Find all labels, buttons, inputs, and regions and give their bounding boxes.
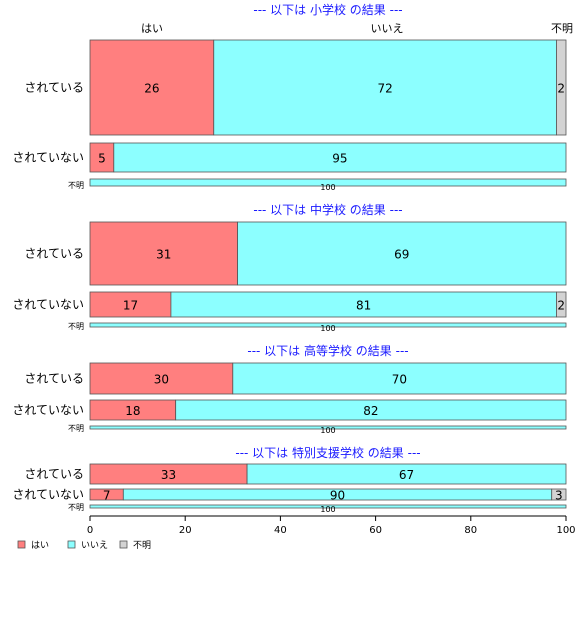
legend-label-iie: いいえ <box>81 540 108 551</box>
bar-segment-iie <box>113 142 567 173</box>
bar-segment-iie <box>246 463 567 485</box>
section-title: --- 以下は 中学校 の結果 --- <box>253 202 402 217</box>
data-label: 33 <box>161 468 176 482</box>
x-tick-label: 80 <box>464 525 477 536</box>
bar-segment-fumei <box>551 488 567 501</box>
bar-segment-iie <box>89 504 567 509</box>
legend-swatch-hai <box>17 540 26 549</box>
data-label: 90 <box>330 489 345 503</box>
section-title: --- 以下は 小学校 の結果 --- <box>253 2 402 17</box>
section-title: --- 以下は 高等学校 の結果 --- <box>247 343 408 358</box>
bar-segment-hai <box>89 362 234 395</box>
data-label: 18 <box>125 404 140 418</box>
row-label: 不明 <box>68 503 84 512</box>
row-label: されていない <box>12 403 84 417</box>
legend-label-hai: はい <box>31 540 49 551</box>
data-label: 100 <box>320 426 335 435</box>
legend-label-fumei: 不明 <box>133 540 151 551</box>
data-label: 31 <box>156 248 171 262</box>
data-label: 82 <box>363 404 378 418</box>
x-tick-label: 100 <box>556 525 575 536</box>
data-label: 2 <box>557 82 565 96</box>
data-label: 3 <box>555 489 563 503</box>
row-label: されていない <box>12 151 84 165</box>
row-label: 不明 <box>68 322 84 331</box>
x-tick-label: 20 <box>179 525 192 536</box>
top-category-label-hai: はい <box>141 22 163 35</box>
bar-segment-iie <box>170 291 557 318</box>
section-title: --- 以下は 特別支援学校 の結果 --- <box>235 445 420 460</box>
bar-segment-iie <box>213 39 557 136</box>
data-label: 69 <box>394 248 409 262</box>
bar-segment-fumei <box>556 39 567 136</box>
top-category-label-fumei: 不明 <box>551 22 573 35</box>
data-label: 5 <box>98 152 106 166</box>
data-label: 100 <box>320 505 335 514</box>
data-label: 17 <box>123 299 138 313</box>
bar-segment-hai <box>89 291 172 318</box>
data-label: 26 <box>144 82 159 96</box>
bar-segment-iie <box>89 178 567 187</box>
row-label: されている <box>24 467 84 481</box>
x-tick-label: 0 <box>87 525 93 536</box>
row-label: されていない <box>12 298 84 312</box>
bar-segment-iie <box>232 362 567 395</box>
bar-segment-fumei <box>556 291 567 318</box>
data-label: 7 <box>103 489 111 503</box>
bar-segment-hai <box>89 39 215 136</box>
bar-segment-iie <box>89 322 567 328</box>
row-label: されている <box>24 372 84 386</box>
row-label: 不明 <box>68 424 84 433</box>
data-label: 67 <box>399 468 414 482</box>
bar-segment-iie <box>175 399 567 421</box>
data-label: 70 <box>392 373 407 387</box>
data-label: 81 <box>356 299 371 313</box>
data-label: 72 <box>377 82 392 96</box>
data-label: 2 <box>557 299 565 313</box>
data-label: 100 <box>320 183 335 192</box>
legend-swatch-fumei <box>119 540 128 549</box>
row-label: されていない <box>12 488 84 502</box>
bar-segment-iie <box>89 425 567 430</box>
legend-swatch-iie <box>67 540 76 549</box>
row-label: されている <box>24 81 84 95</box>
data-label: 30 <box>154 373 169 387</box>
top-category-label-iie: いいえ <box>371 22 404 35</box>
row-label: 不明 <box>68 181 84 190</box>
x-tick-label: 60 <box>369 525 382 536</box>
data-label: 95 <box>332 152 347 166</box>
bar-segment-iie <box>237 221 567 286</box>
data-label: 100 <box>320 324 335 333</box>
row-label: されている <box>24 247 84 261</box>
x-tick-label: 40 <box>274 525 287 536</box>
